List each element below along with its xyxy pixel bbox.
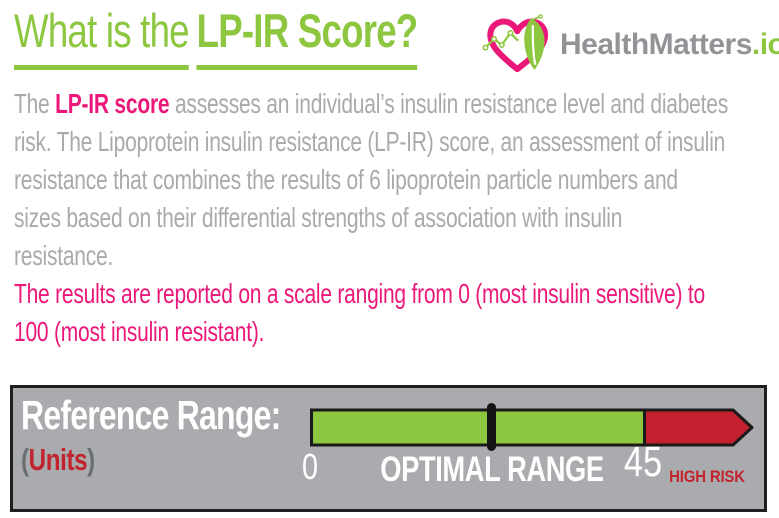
- reference-units: (Units): [21, 442, 95, 478]
- description-line-1-pre: The: [14, 88, 56, 119]
- description-line-4: sizes based on their differential streng…: [14, 202, 623, 233]
- scale-note-line-1: The results are reported on a scale rang…: [14, 278, 705, 309]
- logo-name: HealthMatters: [560, 28, 752, 61]
- description-line-1-post: assesses an individual’s insulin resista…: [169, 88, 728, 119]
- page-title: What is the LP-IR Score?: [14, 4, 418, 71]
- description-paragraph: The LP-IR score assesses an individual’s…: [14, 85, 728, 275]
- scale-note-line-2: 100 (most insulin resistant).: [14, 316, 265, 347]
- threshold-label: 45: [623, 438, 663, 486]
- logo-tld: .io: [751, 28, 779, 61]
- page-title-regular: What is the: [14, 4, 190, 71]
- high-risk-label: HIGH RISK: [669, 467, 745, 486]
- healthmatters-logo: HealthMatters.io: [482, 12, 779, 78]
- scale-min-label: 0: [301, 446, 319, 487]
- score-marker: [487, 403, 496, 451]
- units-open-paren: (: [21, 442, 29, 477]
- scale-note: The results are reported on a scale rang…: [14, 275, 705, 351]
- lpir-score-highlight: LP-IR score: [55, 88, 170, 119]
- page-title-bold: LP-IR Score?: [196, 4, 418, 71]
- optimal-range-label: OPTIMAL RANGE: [380, 450, 604, 489]
- logo-wordmark: HealthMatters.io: [560, 28, 779, 62]
- description-line-2: risk. The Lipoprotein insulin resistance…: [14, 126, 726, 157]
- heart-leaf-chart-icon: [482, 14, 548, 73]
- description-line-1: The LP-IR score assesses an individual’s…: [14, 85, 728, 123]
- description-line-5: resistance.: [14, 240, 114, 271]
- range-bar: [310, 403, 754, 451]
- units-close-paren: ): [87, 442, 95, 477]
- reference-range-title: Reference Range:: [21, 392, 281, 438]
- units-label: Units: [28, 442, 88, 477]
- description-line-3: resistance that combines the results of …: [14, 164, 678, 195]
- reference-range-box: Reference Range: (Units) 0 OPTIMAL RANGE…: [10, 385, 767, 512]
